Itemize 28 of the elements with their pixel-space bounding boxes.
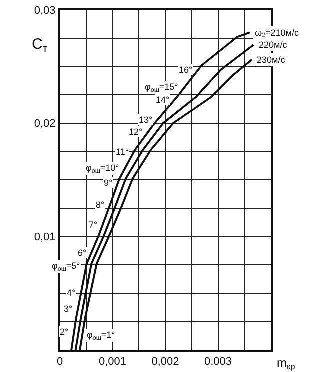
annotation: 2°	[60, 327, 70, 337]
annotation: 16°	[179, 65, 194, 75]
x-tick-label: 0	[56, 356, 64, 368]
y-axis-title: C$_{т}$	[32, 36, 48, 56]
annotation: 8°	[96, 200, 106, 210]
x-tick-label: 0,003	[204, 356, 232, 368]
annotation: 9°	[104, 178, 114, 188]
series-label: 220м/с	[259, 40, 288, 50]
annotation: φ$_{ош}$=1°	[87, 330, 116, 342]
x-tick-label: 0,001	[98, 356, 127, 368]
y-tick-label: 0,02	[34, 118, 56, 130]
annotation: 6°	[78, 248, 88, 258]
annotation: 12°	[129, 127, 144, 137]
annotation: φ$_{ош}$=5°	[52, 261, 81, 273]
annotation: 11°	[116, 147, 130, 157]
y-tick-label: 0,03	[34, 4, 56, 17]
series-label: ω₂=210м/с	[255, 28, 300, 38]
x-axis-title: m$_{кр}$	[277, 356, 296, 372]
annotation: φ$_{ош}$=10°	[86, 163, 120, 175]
series-label: 230м/с	[257, 55, 286, 65]
annotation: φ$_{ош}$=15°	[145, 82, 179, 94]
x-tick-label: 0,002	[152, 356, 180, 368]
annotation: 14°	[156, 95, 170, 105]
annotation: 3°	[64, 304, 74, 314]
annotation: 7°	[89, 220, 98, 230]
annotation: 13°	[139, 115, 154, 125]
annotation: 4°	[67, 288, 76, 298]
y-tick-label: 0,01	[34, 232, 56, 244]
